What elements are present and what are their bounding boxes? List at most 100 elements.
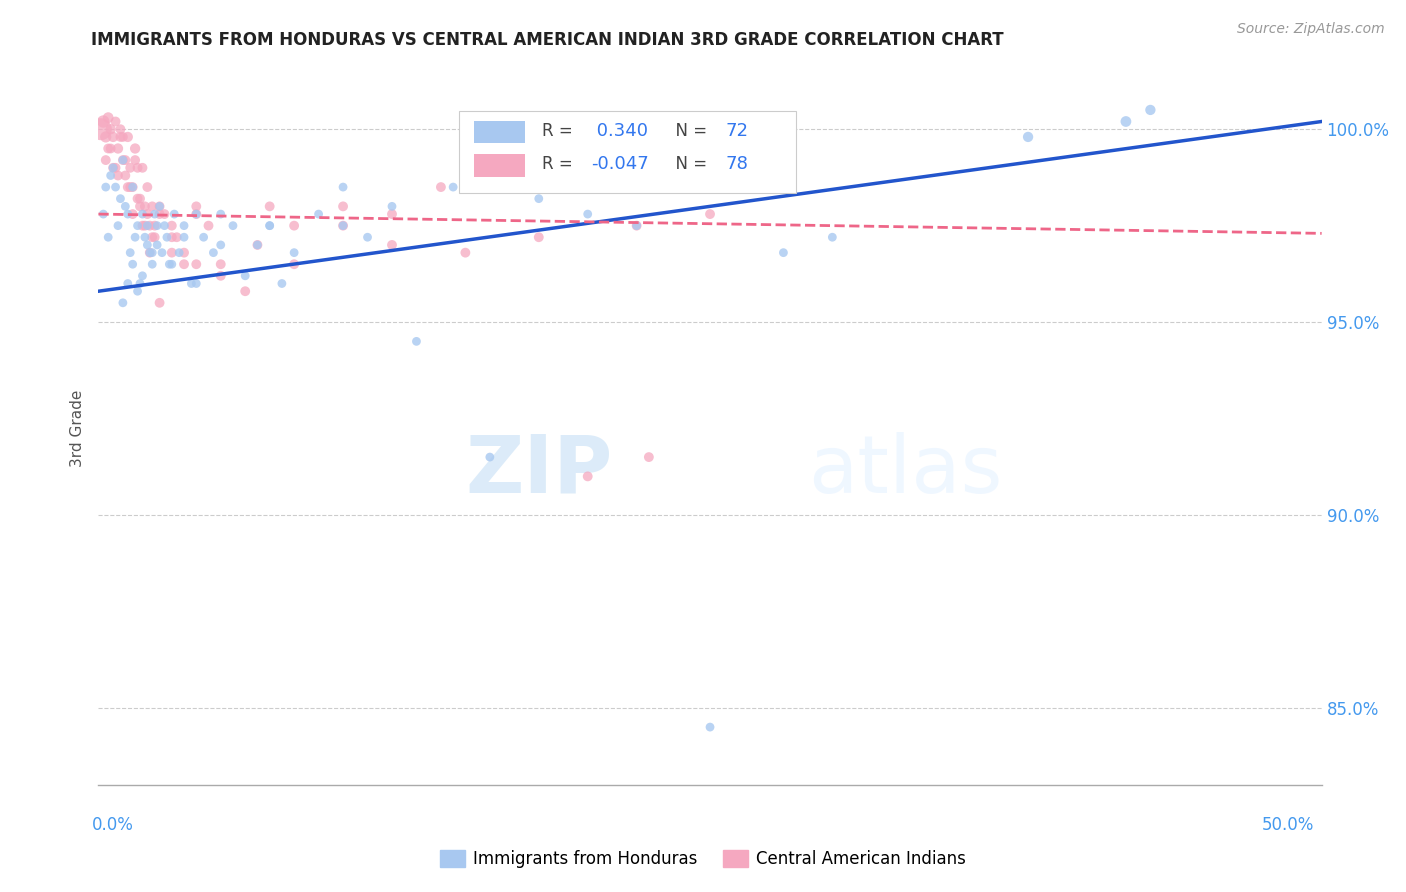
Point <box>136 180 159 194</box>
Point <box>94 180 117 194</box>
Point <box>1115 114 1137 128</box>
Point <box>141 257 163 271</box>
Point <box>124 141 146 155</box>
Point <box>405 334 427 349</box>
Point <box>186 257 208 271</box>
Point <box>134 199 156 213</box>
Point <box>167 245 190 260</box>
Point <box>121 180 143 194</box>
Point <box>107 169 129 183</box>
Point <box>124 153 146 167</box>
FancyBboxPatch shape <box>474 120 526 144</box>
Text: 0.340: 0.340 <box>592 121 648 139</box>
Point <box>209 257 232 271</box>
Point <box>186 199 208 213</box>
Point <box>139 245 162 260</box>
Point <box>121 257 143 271</box>
Point <box>114 153 136 167</box>
Point <box>270 277 294 291</box>
Point <box>141 199 163 213</box>
Point <box>114 169 136 183</box>
Point <box>131 207 153 221</box>
Point <box>97 141 120 155</box>
Point <box>430 180 453 194</box>
Point <box>131 161 153 175</box>
Point <box>180 277 202 291</box>
Point <box>160 257 183 271</box>
Point <box>100 169 122 183</box>
Point <box>821 230 844 244</box>
Point <box>100 122 122 136</box>
Point <box>139 219 162 233</box>
Point <box>173 230 195 244</box>
Point <box>101 130 124 145</box>
Point <box>114 199 136 213</box>
Point <box>626 219 648 233</box>
Text: 72: 72 <box>725 121 749 139</box>
Text: N =: N = <box>665 155 713 173</box>
Point <box>146 238 169 252</box>
Point <box>699 207 721 221</box>
Point <box>332 180 354 194</box>
Point <box>626 219 648 233</box>
Point <box>157 257 180 271</box>
Point <box>233 268 256 283</box>
Point <box>166 230 188 244</box>
Point <box>197 219 219 233</box>
Point <box>202 245 225 260</box>
Point <box>246 238 269 252</box>
Point <box>637 450 661 464</box>
Point <box>173 219 195 233</box>
Point <box>149 295 172 310</box>
Point <box>104 161 127 175</box>
Text: R =: R = <box>543 121 578 139</box>
Point <box>111 153 134 167</box>
Point <box>160 245 183 260</box>
Point <box>186 277 208 291</box>
Point <box>104 180 127 194</box>
Point <box>381 238 404 252</box>
Point <box>772 245 794 260</box>
Point <box>308 207 330 221</box>
Point <box>121 207 143 221</box>
Point <box>110 130 132 145</box>
Point <box>131 219 153 233</box>
Point <box>107 219 129 233</box>
Point <box>332 219 354 233</box>
Point <box>259 199 281 213</box>
Point <box>117 277 139 291</box>
Point <box>576 207 599 221</box>
Point <box>222 219 245 233</box>
Point <box>139 245 162 260</box>
Point <box>90 122 112 136</box>
Point <box>104 114 127 128</box>
Point <box>110 192 132 206</box>
Point <box>141 230 163 244</box>
Point <box>527 192 550 206</box>
Point <box>134 219 156 233</box>
Point <box>101 161 124 175</box>
Point <box>120 245 142 260</box>
Point <box>136 238 159 252</box>
Point <box>94 130 117 145</box>
Point <box>110 122 132 136</box>
Point <box>699 720 721 734</box>
Point <box>149 199 172 213</box>
Point <box>150 245 173 260</box>
Point <box>146 219 169 233</box>
Point <box>127 284 149 298</box>
Point <box>156 230 179 244</box>
Point <box>107 141 129 155</box>
Text: 78: 78 <box>725 155 749 173</box>
Point <box>124 230 146 244</box>
Point <box>101 161 124 175</box>
FancyBboxPatch shape <box>474 154 526 177</box>
Point <box>120 180 142 194</box>
Point <box>173 257 195 271</box>
Point <box>97 230 120 244</box>
Text: R =: R = <box>543 155 578 173</box>
Point <box>160 219 183 233</box>
Point <box>193 230 215 244</box>
Text: N =: N = <box>665 121 713 139</box>
Point <box>209 207 232 221</box>
